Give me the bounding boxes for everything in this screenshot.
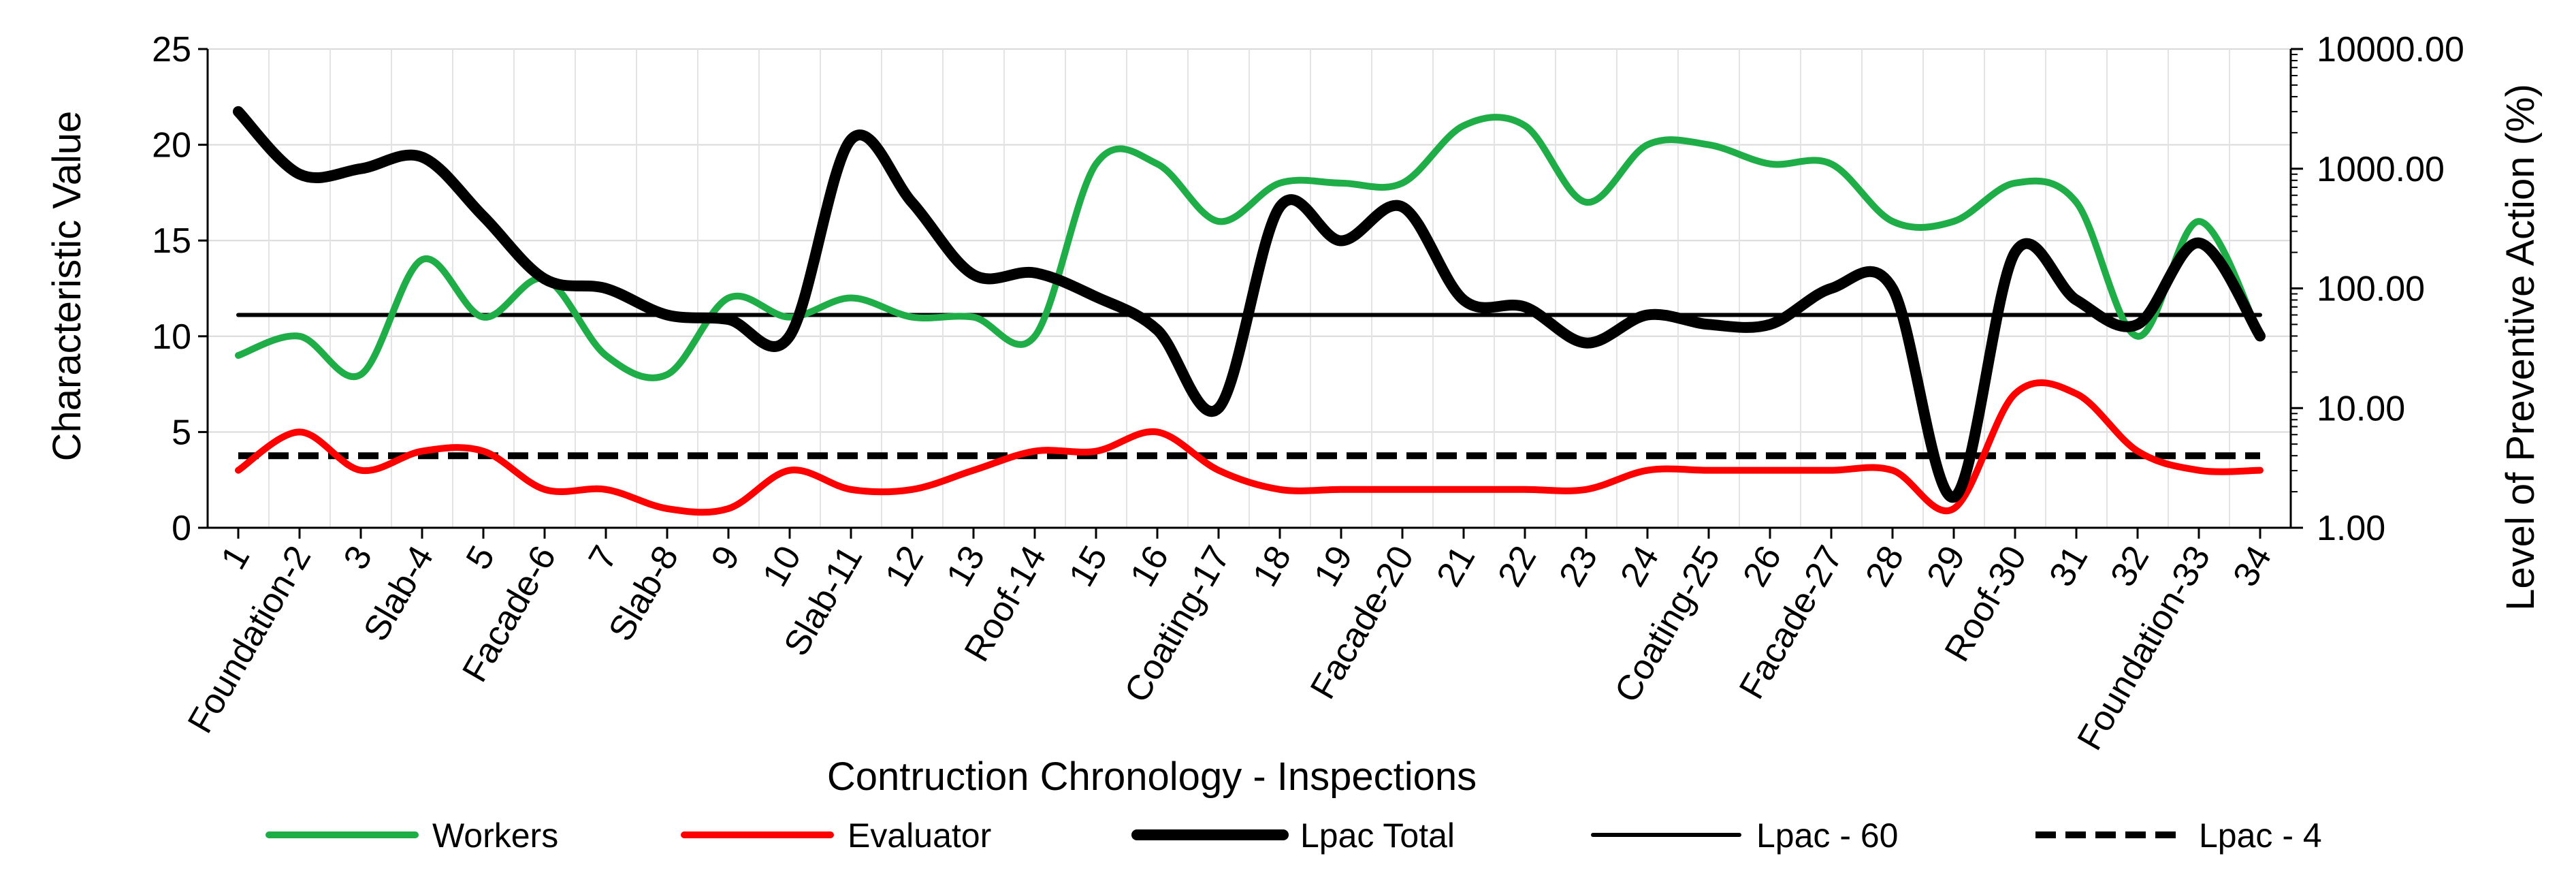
y-tick-label-right: 10.00 (2317, 389, 2405, 428)
x-tick-label: 1 (214, 539, 258, 576)
y-tick-label-left: 15 (152, 221, 191, 261)
y-tick-label-left: 20 (152, 126, 191, 165)
legend-label-lpac-60: Lpac - 60 (1756, 816, 1898, 855)
y-tick-label-left: 0 (172, 509, 191, 548)
y-axis-title-left: Characteristic Value (45, 111, 89, 462)
y-tick-label-left: 25 (152, 30, 191, 69)
legend-label-evaluator: Evaluator (848, 816, 991, 855)
series-line-workers (235, 114, 2264, 381)
x-tick-label: 12 (878, 539, 931, 593)
y-tick-label-right: 100.00 (2317, 270, 2425, 309)
x-tick-label: 24 (1613, 539, 1667, 593)
legend-label-lpac-4: Lpac - 4 (2199, 816, 2322, 855)
y-tick-label-left: 10 (152, 317, 191, 357)
series-layer (233, 106, 2266, 516)
x-tick-label: 28 (1858, 539, 1912, 593)
x-tick-label: 3 (336, 539, 381, 576)
x-tick-label: 23 (1551, 539, 1605, 593)
x-tick-label: 32 (2103, 539, 2157, 593)
x-tick-label: 34 (2225, 539, 2279, 593)
x-tick-label: 5 (459, 539, 503, 576)
y-tick-label-left: 5 (172, 413, 191, 452)
x-tick-label: 10 (755, 539, 809, 593)
x-tick-label: 21 (1429, 539, 1483, 593)
y-tick-label-right: 10000.00 (2317, 30, 2464, 69)
series-line-evaluator (235, 379, 2264, 516)
x-tick-label: 26 (1735, 539, 1789, 593)
legend-label-lpac-total: Lpac Total (1300, 816, 1455, 855)
x-axis-title: Contruction Chronology - Inspections (827, 755, 1477, 799)
legend-layer: Workers Evaluator Lpac Total Lpac - 60 Lpac … (265, 816, 2322, 855)
y-tick-label-right: 1.00 (2317, 509, 2385, 548)
x-tick-label: 18 (1245, 539, 1299, 593)
x-tick-label: 22 (1490, 539, 1544, 593)
axis-layer: 05101520251.0010.00100.001000.0010000.00… (152, 30, 2464, 757)
x-tick-label: 15 (1061, 539, 1115, 593)
y-axis-title-right: Level of Preventive Action (%) (2498, 84, 2543, 611)
series-line-lpac-total (233, 106, 2266, 503)
x-tick-label: 7 (581, 539, 626, 576)
legend-label-workers: Workers (432, 816, 558, 855)
x-tick-label: 29 (1919, 539, 1973, 593)
x-tick-label: 31 (2042, 539, 2095, 593)
x-tick-label: 13 (939, 539, 993, 593)
y-tick-label-right: 1000.00 (2317, 150, 2445, 189)
title-layer: Contruction Chronology - Inspections Cha… (45, 84, 2543, 799)
x-tick-label: 16 (1123, 539, 1176, 593)
x-tick-label: 19 (1306, 539, 1360, 593)
x-tick-label: 9 (704, 539, 748, 576)
